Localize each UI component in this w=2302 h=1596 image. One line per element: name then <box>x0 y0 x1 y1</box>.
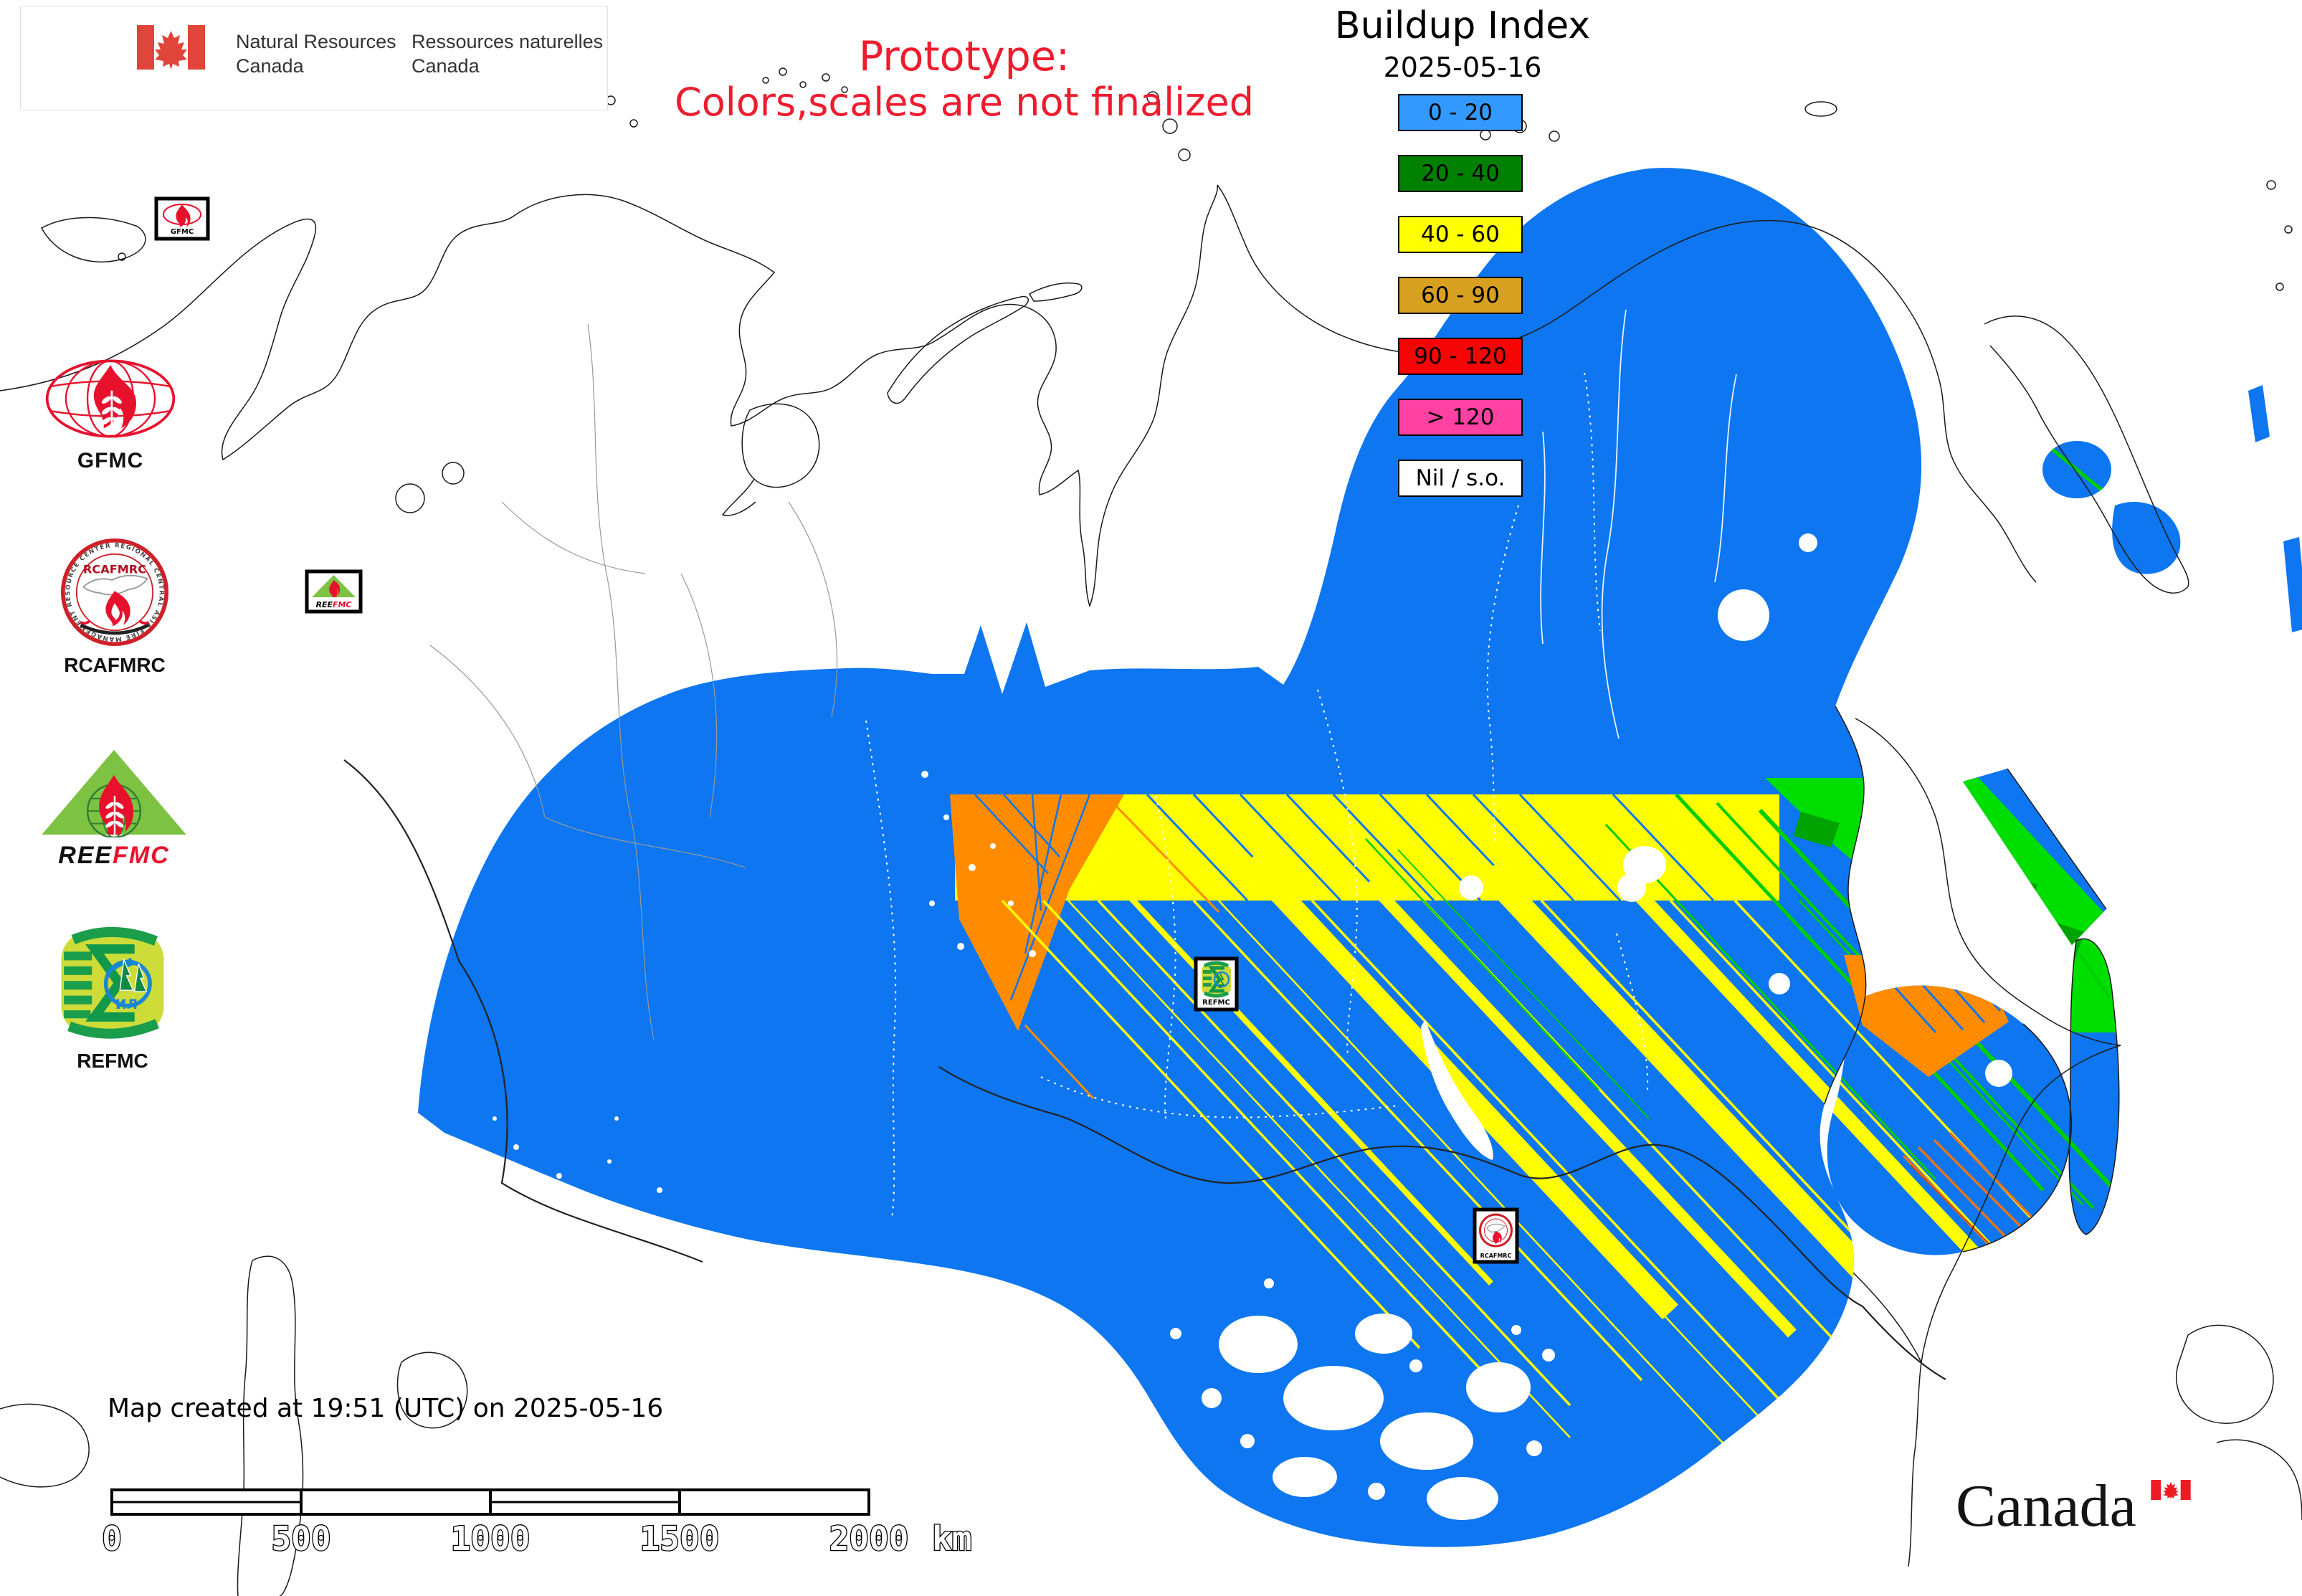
canada-wordmark-text: Canada <box>1956 1473 2136 1539</box>
coastlines <box>0 67 2302 1596</box>
bui-data-layer <box>418 168 2302 1547</box>
scalebar-tick-2000: 2000 <box>829 1519 909 1558</box>
in-data-admin-lines <box>865 309 1737 1220</box>
marker-rcafmrc-label: RCAFMRC <box>1480 1253 1512 1259</box>
legend-item-90-120: 90 - 120 <box>1398 338 1523 375</box>
nrcan-logo-block: Natural Resources Canada Ressources natu… <box>20 6 608 110</box>
rcafmrc-logo: REGIONAL CENTRAL ASIA FIRE MANAGEMENT RE… <box>60 538 169 647</box>
admin-borders <box>429 323 838 1040</box>
scalebar-tick-1500: 1500 <box>640 1519 720 1558</box>
legend-title: Buildup Index <box>1334 4 1591 47</box>
legend-date: 2025-05-16 <box>1383 52 1542 83</box>
legend-item-label: 0 - 20 <box>1427 100 1493 125</box>
legend-item-60-90: 60 - 90 <box>1398 277 1523 314</box>
legend-item-gt-120: > 120 <box>1398 399 1523 436</box>
marker-gfmc-label: GFMC <box>171 228 194 236</box>
legend-item-label: Nil / s.o. <box>1415 465 1506 491</box>
reefmc-label-red: FMC <box>113 842 170 869</box>
svg-text:REEFMC: REEFMC <box>315 600 351 609</box>
legend-item-label: > 120 <box>1426 404 1495 430</box>
gfmc-label: GFMC <box>77 449 144 472</box>
marker-reefmc-label-red: FMC <box>333 600 352 609</box>
prototype-line2: Colors,scales are not finalized <box>675 80 1254 125</box>
reefmc-logo-block: REEFMC <box>37 747 191 870</box>
map-created-text: Map created at 19:51 (UTC) on 2025-05-16 <box>108 1394 664 1423</box>
rcafmrc-logo-block: REGIONAL CENTRAL ASIA FIRE MANAGEMENT RE… <box>60 538 169 677</box>
nrcan-fr-line1: Ressources naturelles <box>412 31 604 52</box>
refmc-logo: ИЛ <box>61 926 164 1039</box>
rcafmrc-label: RCAFMRC <box>64 654 166 676</box>
legend-item-label: 40 - 60 <box>1421 222 1500 247</box>
legend-item-label: 20 - 40 <box>1421 161 1500 186</box>
nrcan-fr-line2: Canada <box>412 55 480 77</box>
reefmc-label-black: REE <box>58 842 113 869</box>
marker-reefmc-label-black: REE <box>315 600 333 609</box>
nrcan-en-line1: Natural Resources <box>236 31 396 52</box>
nrcan-en-line2: Canada <box>236 55 304 77</box>
legend-item-label: 60 - 90 <box>1421 282 1500 308</box>
marker-gfmc: GFMC <box>154 196 210 241</box>
nodata-holes <box>493 533 2012 1520</box>
scalebar-tick-500: 500 <box>271 1519 330 1558</box>
legend-item-20-40: 20 - 40 <box>1398 155 1523 192</box>
legend-panel: Buildup Index 2025-05-16 0 - 20 20 - 40 … <box>1312 4 1613 497</box>
scalebar: 0 500 1000 1500 2000 km <box>101 1488 973 1559</box>
rcafmrc-inner-label: RCAFMRC <box>83 562 146 576</box>
reefmc-label: REEFMC <box>37 842 191 870</box>
reefmc-logo <box>42 749 186 839</box>
legend-item-40-60: 40 - 60 <box>1398 216 1523 253</box>
canada-flag-icon <box>137 25 205 70</box>
marker-rcafmrc: RCAFMRC <box>1473 1207 1519 1264</box>
marker-refmc: REFMC <box>1194 956 1239 1012</box>
marker-refmc-label: REFMC <box>1202 999 1230 1007</box>
refmc-label: REFMC <box>77 1050 148 1072</box>
legend-item-label: 90 - 120 <box>1414 343 1507 369</box>
legend-item-0-20: 0 - 20 <box>1398 94 1523 131</box>
country-borders <box>343 759 1946 1380</box>
scalebar-unit: km <box>932 1519 971 1558</box>
gfmc-logo-block: GFMC <box>43 357 178 473</box>
canada-wordmark: Canada <box>1956 1471 2264 1557</box>
scalebar-tick-0: 0 <box>102 1519 122 1558</box>
refmc-inner-label: ИЛ <box>115 997 138 1012</box>
canada-wordmark-flag-icon <box>2151 1480 2191 1500</box>
prototype-warning: Prototype: Colors,scales are not finaliz… <box>645 34 1283 126</box>
prototype-line1: Prototype: <box>858 33 1070 80</box>
marker-reefmc: REEFMC <box>305 569 363 614</box>
gfmc-logo <box>45 359 176 438</box>
refmc-logo-block: ИЛ REFMC <box>56 926 169 1073</box>
scalebar-tick-1000: 1000 <box>451 1519 531 1558</box>
legend-item-nil: Nil / s.o. <box>1398 460 1523 497</box>
